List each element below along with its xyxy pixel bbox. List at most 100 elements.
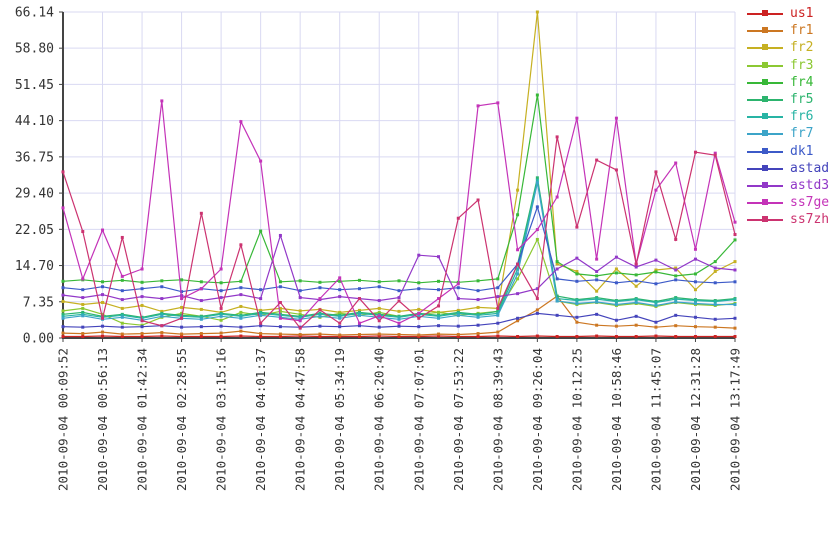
series-marker: [61, 170, 65, 174]
series-marker: [61, 314, 65, 318]
series-marker: [160, 312, 164, 316]
series-marker: [140, 303, 144, 307]
series-marker: [278, 306, 282, 310]
series-marker: [101, 301, 105, 305]
series-marker: [595, 312, 599, 316]
series-marker: [417, 307, 421, 311]
series-marker: [259, 308, 263, 312]
series-marker: [180, 297, 184, 301]
series-marker: [555, 135, 559, 139]
series-marker: [437, 314, 441, 318]
series-marker: [81, 288, 85, 292]
x-tick-label: 2010-09-04 00:56:13: [95, 348, 110, 491]
series-marker: [160, 331, 164, 335]
series-marker: [298, 315, 302, 319]
series-marker: [417, 333, 421, 337]
series-marker: [693, 150, 697, 154]
series-marker: [318, 314, 322, 318]
legend-label: astd3: [790, 177, 830, 193]
series-marker: [298, 326, 302, 330]
series-marker: [654, 325, 658, 329]
y-tick-label: 44.10: [15, 114, 54, 129]
series-marker: [674, 278, 678, 282]
series-marker: [318, 332, 322, 336]
series-marker: [120, 315, 124, 319]
series-marker: [516, 262, 520, 266]
series-marker: [555, 313, 559, 317]
series-marker: [614, 324, 618, 328]
series-marker: [476, 289, 480, 293]
series-marker: [654, 268, 658, 272]
series-marker: [555, 195, 559, 199]
y-tick-label: 66.14: [15, 6, 54, 21]
series-marker: [496, 309, 500, 313]
series-marker: [535, 10, 539, 14]
series-marker: [81, 310, 85, 314]
series-marker: [417, 287, 421, 291]
series-marker: [496, 313, 500, 317]
series-marker: [654, 282, 658, 286]
series-marker: [575, 225, 579, 229]
series-marker: [377, 310, 381, 314]
legend-swatch-icon: [747, 164, 783, 173]
series-marker: [733, 232, 737, 236]
series-marker: [120, 325, 124, 329]
legend-swatch-icon: [747, 198, 783, 207]
legend-swatch-icon: [747, 26, 783, 35]
series-marker: [693, 257, 697, 261]
series-marker: [733, 302, 737, 306]
series-marker: [298, 312, 302, 316]
series-marker: [180, 305, 184, 309]
series-marker: [634, 262, 638, 266]
series-marker: [140, 295, 144, 299]
series-marker: [239, 120, 243, 124]
series-marker: [357, 311, 361, 315]
series-marker: [674, 237, 678, 241]
gridlines: [62, 11, 736, 339]
series-marker: [180, 290, 184, 294]
series-marker: [693, 325, 697, 329]
series-marker: [259, 159, 263, 163]
legend-item-ss7zh: ss7zh: [747, 211, 840, 228]
y-tick-label: 0.00: [23, 332, 54, 347]
series-marker: [318, 312, 322, 316]
x-tick-label: 2010-09-04 09:26:04: [530, 348, 545, 491]
series-marker: [160, 279, 164, 283]
x-axis-labels: 2010-09-04 00:09:52 2010-09-04 00:56:13 20…: [56, 348, 743, 491]
series-marker: [535, 205, 539, 209]
series-marker: [496, 321, 500, 325]
series-marker: [140, 267, 144, 271]
x-tick-label: 2010-09-04 00:09:52: [56, 348, 71, 491]
series-marker: [357, 321, 361, 325]
series-marker: [476, 104, 480, 108]
series-marker: [634, 314, 638, 318]
legend-label: fr4: [790, 74, 814, 90]
series-marker: [239, 243, 243, 247]
series-marker: [338, 333, 342, 337]
x-tick-label: 2010-09-04 10:58:46: [609, 348, 624, 491]
series-marker: [693, 247, 697, 251]
series-marker: [614, 302, 618, 306]
series-marker: [219, 267, 223, 271]
series-marker: [298, 309, 302, 313]
series-marker: [140, 335, 144, 339]
x-tick-label: 2010-09-04 08:39:43: [490, 348, 505, 491]
series-marker: [318, 286, 322, 290]
series-marker: [377, 334, 381, 338]
x-tick-label: 2010-09-04 11:45:07: [648, 348, 663, 491]
legend-swatch-icon: [747, 78, 783, 87]
series-marker: [239, 314, 243, 318]
series-marker: [338, 311, 342, 315]
series-marker: [575, 269, 579, 273]
legend-item-fr1: fr1: [747, 22, 840, 39]
series-marker: [614, 116, 618, 120]
y-tick-label: 14.70: [15, 259, 54, 274]
series-marker: [575, 335, 579, 339]
series-marker: [180, 316, 184, 320]
series-marker: [693, 280, 697, 284]
series-marker: [397, 333, 401, 337]
series-marker: [437, 334, 441, 338]
series-marker: [219, 314, 223, 318]
legend-item-fr6: fr6: [747, 108, 840, 125]
